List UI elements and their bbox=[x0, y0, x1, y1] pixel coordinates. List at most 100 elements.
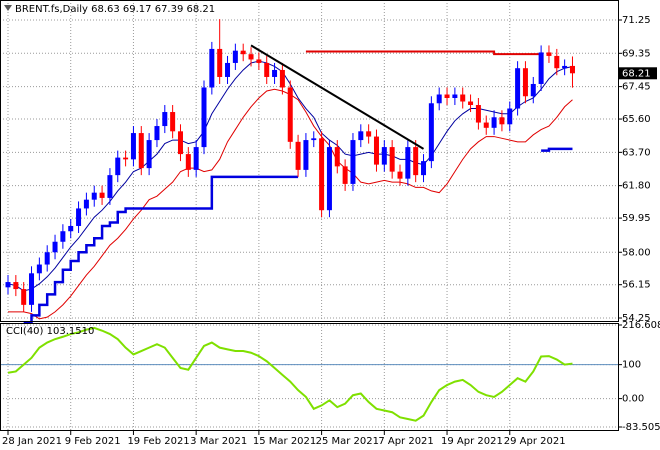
candle-body bbox=[319, 138, 325, 211]
candle-body bbox=[272, 69, 278, 77]
candle-body bbox=[130, 133, 136, 160]
y-tick-label: 61.80 bbox=[622, 181, 651, 192]
candle-body bbox=[530, 83, 536, 97]
candle-body bbox=[397, 171, 403, 179]
candle-body bbox=[303, 140, 309, 170]
trendline bbox=[250, 44, 425, 150]
candle-body bbox=[232, 50, 238, 63]
candle-body bbox=[107, 175, 113, 198]
candle-body bbox=[554, 55, 560, 69]
candle-body bbox=[499, 117, 505, 125]
candle-body bbox=[248, 54, 254, 60]
candle-body bbox=[154, 126, 160, 141]
candle-body bbox=[76, 208, 82, 226]
y-tick-label: 67.45 bbox=[622, 82, 651, 93]
y-tick-label: 63.70 bbox=[622, 147, 651, 158]
x-tick-label: 19 Apr 2021 bbox=[441, 436, 503, 447]
y-tick-label: 65.60 bbox=[622, 114, 651, 125]
cci-title: CCI(40) 103.1510 bbox=[6, 326, 94, 337]
y-tick-label: 69.35 bbox=[622, 48, 651, 59]
header-icon bbox=[4, 5, 12, 11]
candle-body bbox=[436, 94, 442, 104]
candle-body bbox=[538, 52, 544, 84]
candle-body bbox=[162, 112, 168, 127]
candle-body bbox=[44, 252, 50, 265]
candle-body bbox=[99, 192, 105, 198]
candle-body bbox=[21, 289, 27, 305]
candle-body bbox=[326, 147, 332, 211]
candle-body bbox=[350, 140, 356, 184]
x-tick-label: 29 Apr 2021 bbox=[504, 436, 566, 447]
x-tick-label: 25 Mar 2021 bbox=[316, 436, 379, 447]
candle-body bbox=[138, 133, 144, 169]
candle-body bbox=[413, 147, 419, 176]
candle-body bbox=[334, 147, 340, 167]
candle-body bbox=[256, 59, 262, 63]
candle-body bbox=[177, 131, 183, 155]
candle-body bbox=[295, 141, 301, 170]
candle-body bbox=[68, 225, 74, 232]
cci-panel-frame bbox=[0, 323, 619, 431]
main-panel-frame bbox=[0, 0, 619, 322]
candle-body bbox=[91, 192, 97, 200]
candle-body bbox=[405, 147, 411, 179]
price-label-box bbox=[619, 67, 657, 80]
candle-body bbox=[491, 117, 497, 128]
candle-body bbox=[381, 147, 387, 165]
candle-body bbox=[373, 136, 379, 165]
y-tick-label: 59.95 bbox=[622, 213, 651, 224]
x-tick-label: 3 Mar 2021 bbox=[190, 436, 247, 447]
y-tick-label: 58.00 bbox=[622, 247, 651, 258]
candle-body bbox=[311, 138, 317, 141]
candle-body bbox=[421, 161, 427, 176]
candle-body bbox=[209, 48, 215, 88]
candle-body bbox=[287, 87, 293, 142]
grid-layer bbox=[0, 0, 618, 431]
candle-body bbox=[185, 154, 191, 170]
candle-body bbox=[562, 65, 568, 69]
candle-body bbox=[13, 282, 19, 290]
y-tick-label: 100 bbox=[622, 360, 641, 371]
y-tick-label: 56.15 bbox=[622, 280, 651, 291]
indicator-line bbox=[7, 326, 573, 422]
candle-body bbox=[193, 147, 199, 170]
candle-body bbox=[389, 147, 395, 172]
candle-body bbox=[36, 264, 42, 274]
candle-body bbox=[475, 105, 481, 123]
candle-body bbox=[5, 282, 11, 288]
candle-body bbox=[264, 62, 270, 77]
candle-body bbox=[468, 101, 474, 106]
candle-body bbox=[225, 62, 231, 77]
candle-body bbox=[52, 241, 58, 253]
y-tick-label: 54.25 bbox=[622, 313, 651, 324]
chart-title: BRENT.fs,Daily 68.63 69.17 67.39 68.21 bbox=[15, 4, 215, 15]
candle-body bbox=[569, 65, 575, 74]
candle-body bbox=[460, 94, 466, 102]
y-tick-label: 216.608 bbox=[622, 320, 660, 331]
y-tick-label: 71.25 bbox=[622, 15, 651, 26]
candle-body bbox=[146, 140, 152, 169]
candle-body bbox=[83, 199, 89, 209]
candle-body bbox=[201, 87, 207, 148]
candle-body bbox=[60, 231, 66, 242]
indicator-line bbox=[305, 50, 542, 56]
candle-body bbox=[522, 68, 528, 97]
candle-body bbox=[217, 48, 223, 77]
candle-body bbox=[29, 273, 35, 305]
candle-body bbox=[546, 52, 552, 56]
y-tick-label: -83.5053 bbox=[622, 422, 660, 433]
y-tick-label: 0.00 bbox=[622, 394, 644, 405]
x-tick-label: 28 Jan 2021 bbox=[2, 436, 62, 447]
indicator-line bbox=[23, 147, 573, 324]
candle-body bbox=[366, 131, 372, 137]
candle-body bbox=[444, 94, 450, 99]
candle-body bbox=[115, 157, 121, 176]
price-label: 68.21 bbox=[622, 68, 651, 79]
candle-body bbox=[342, 166, 348, 184]
x-tick-label: 19 Feb 2021 bbox=[127, 436, 189, 447]
candle-body bbox=[358, 131, 364, 141]
x-tick-label: 15 Mar 2021 bbox=[253, 436, 316, 447]
candle-body bbox=[279, 69, 285, 88]
candle-body bbox=[240, 50, 246, 55]
